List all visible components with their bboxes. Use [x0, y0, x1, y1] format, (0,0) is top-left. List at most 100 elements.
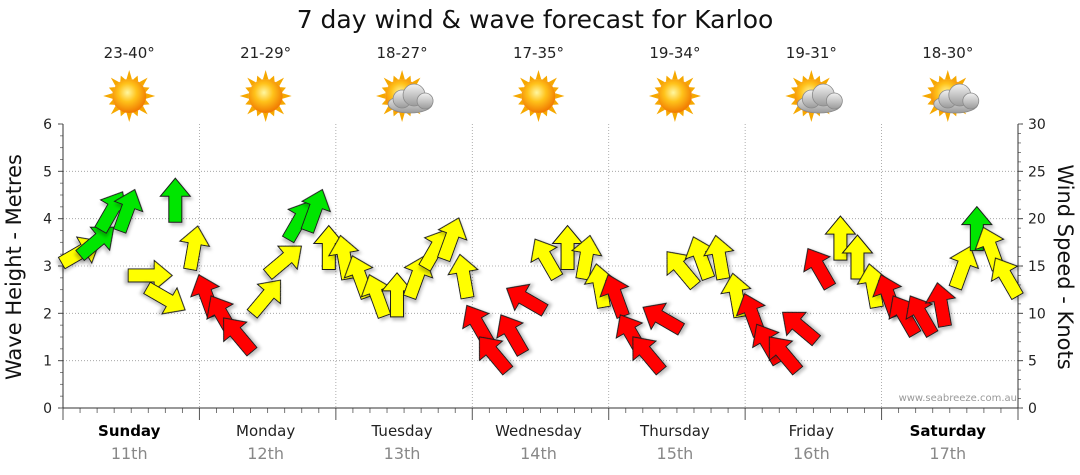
sun-ray [126, 70, 132, 80]
sun-ray [381, 99, 388, 105]
sun-ray [275, 105, 285, 115]
sun-ray [110, 105, 120, 115]
day-name: Saturday [910, 422, 987, 440]
sun-ray [145, 93, 156, 99]
sun-ray [666, 110, 672, 117]
sun-ray [520, 105, 529, 115]
sun-ray [535, 112, 542, 122]
sun-ray [143, 87, 150, 93]
wind-arrows [57, 177, 1024, 376]
sun-ray [512, 93, 522, 99]
wind-arrow [824, 215, 857, 261]
sun-ray [245, 87, 252, 93]
wind-arrow [447, 253, 479, 300]
sun-ray [678, 75, 684, 82]
sun-ray [648, 93, 659, 99]
watermark: www.seabreeze.com.au [899, 393, 1017, 404]
sun-disc [112, 79, 147, 113]
wind-arrow [143, 281, 186, 315]
sun-disc [657, 79, 692, 113]
day-date: 14th [520, 444, 557, 463]
wind-arrow [478, 336, 514, 376]
sun-ray [282, 93, 292, 99]
day-temperature: 18-30° [922, 44, 973, 62]
chart-title: 7 day wind & wave forecast for Karloo [297, 5, 774, 34]
sun-ray [383, 77, 393, 87]
sun-ray [269, 75, 275, 82]
y-tick-label-right: 5 [1028, 354, 1037, 370]
wind-arrow [924, 282, 957, 328]
sun-ray [399, 112, 405, 122]
sun-cloud-icon [921, 70, 980, 122]
day-date: 11th [111, 444, 148, 463]
y-tick-label-left: 4 [43, 212, 52, 228]
wind-arrow [768, 336, 804, 376]
sun-ray [945, 112, 951, 122]
cloud [933, 83, 980, 114]
sun-icon [239, 70, 292, 122]
sun-icon [103, 70, 156, 122]
sun-ray [262, 112, 269, 122]
wind-arrow [505, 283, 549, 317]
sun-ray [529, 110, 535, 117]
sun-ray [938, 75, 944, 82]
wind-arrow [632, 336, 667, 376]
sun-ray [529, 75, 535, 82]
day-name: Thursday [639, 422, 710, 440]
sun-ray [108, 87, 115, 93]
y-tick-label-left: 0 [43, 401, 52, 417]
y-tick-label-right: 30 [1028, 117, 1046, 133]
day-temperature: 23-40° [104, 44, 155, 62]
sun-ray [945, 70, 951, 80]
sun-ray [548, 77, 557, 87]
day-name: Tuesday [371, 422, 433, 440]
sun-disc [248, 79, 283, 113]
sun-ray [785, 93, 795, 99]
day-temperature: 21-29° [240, 44, 291, 62]
wind-arrow [496, 314, 530, 357]
sun-rays [103, 70, 156, 122]
wind-arrow [781, 311, 822, 347]
sun-ray [256, 75, 262, 82]
day-temperature: 17-35° [513, 44, 564, 62]
sun-cloud-icon [785, 70, 843, 122]
sun-ray [143, 99, 150, 105]
wind-arrow [948, 245, 980, 291]
axes: 0 1 2 3 4 5 6 0 5 10 15 20 25 30 Sunday 11th Monday 12th T… [43, 117, 1046, 463]
sun-ray [275, 77, 285, 87]
sun-ray [245, 99, 252, 105]
sun-ray [927, 99, 934, 105]
y-tick-label-left: 1 [43, 354, 52, 370]
wind-arrow [990, 257, 1024, 301]
sun-ray [262, 70, 269, 80]
sun-ray [808, 70, 815, 80]
day-date: 12th [247, 444, 284, 463]
wind-arrow [75, 226, 115, 262]
sun-ray [938, 110, 944, 117]
sun-ray [239, 93, 249, 99]
sun-ray [133, 75, 139, 82]
wind-arrow [530, 238, 564, 282]
cloud-puff [825, 92, 843, 110]
sun-ray [110, 77, 120, 87]
wind-arrow [642, 302, 686, 336]
sun-ray [518, 99, 525, 105]
day-temperature: 19-34° [649, 44, 700, 62]
wind-arrow [570, 234, 603, 281]
sun-ray [684, 105, 694, 115]
y-axis-label-left: Wave Height - Metres [2, 154, 26, 380]
sun-ray [133, 110, 139, 117]
sun-ray [548, 105, 557, 115]
sun-ray [542, 110, 548, 117]
sun-ray [247, 77, 256, 87]
sun-rays [512, 70, 565, 122]
sun-ray [518, 87, 525, 93]
sun-ray [139, 77, 148, 87]
wind-arrow [178, 225, 211, 272]
day-date: 17th [929, 444, 966, 463]
sun-ray [691, 93, 701, 99]
y-tick-label-left: 6 [43, 117, 52, 133]
wind-arrow [841, 234, 874, 280]
sun-rays [239, 70, 292, 122]
